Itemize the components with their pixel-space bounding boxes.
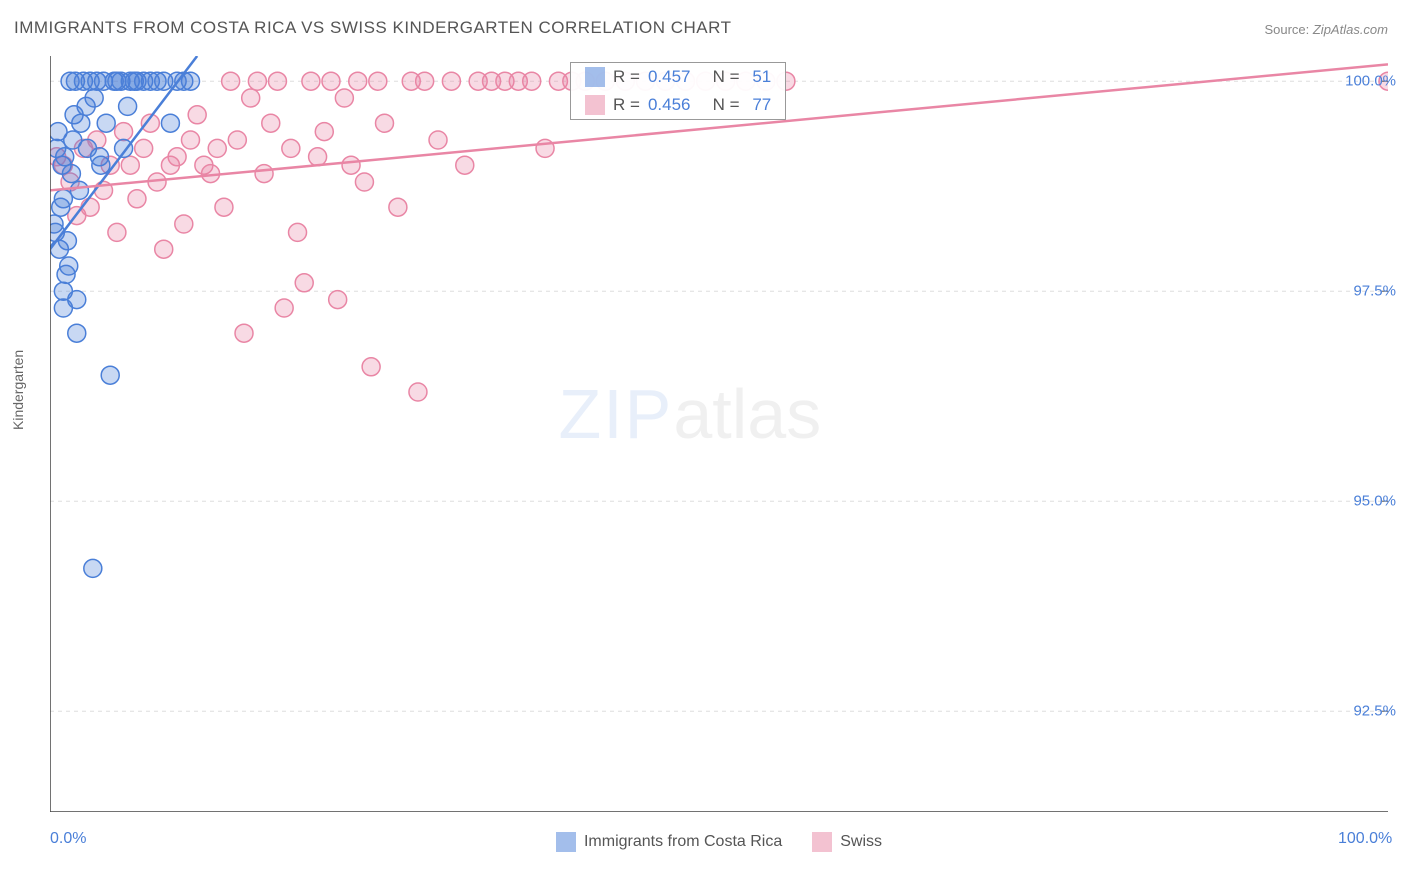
legend-item-swiss: Swiss <box>812 832 882 852</box>
y-tick-label: 92.5% <box>1353 703 1396 720</box>
chart-title: IMMIGRANTS FROM COSTA RICA VS SWISS KIND… <box>14 18 731 38</box>
x-tick-label: 0.0% <box>50 830 86 848</box>
r-label: R = <box>613 95 640 115</box>
legend-row-swiss: R = 0.456 N = 77 <box>571 91 785 119</box>
y-tick-label: 100.0% <box>1345 73 1396 90</box>
legend-row-costa_rica: R = 0.457 N = 51 <box>571 63 785 91</box>
source-prefix: Source: <box>1264 22 1312 37</box>
y-tick-label: 97.5% <box>1353 283 1396 300</box>
n-value: 51 <box>752 67 771 87</box>
n-value: 77 <box>752 95 771 115</box>
chart-container: IMMIGRANTS FROM COSTA RICA VS SWISS KIND… <box>0 0 1406 892</box>
series-legend: Immigrants from Costa Rica Swiss <box>50 832 1388 852</box>
legend-swatch <box>585 67 605 87</box>
n-label: N = <box>698 95 744 115</box>
source-name: ZipAtlas.com <box>1313 22 1388 37</box>
y-axis-label: Kindergarten <box>10 350 26 430</box>
legend-swatch <box>556 832 576 852</box>
n-label: N = <box>698 67 744 87</box>
scatter-plot <box>50 56 1388 812</box>
source-attribution: Source: ZipAtlas.com <box>1264 22 1388 37</box>
legend-label: Immigrants from Costa Rica <box>584 833 782 851</box>
legend-swatch <box>812 832 832 852</box>
y-tick-label: 95.0% <box>1353 493 1396 510</box>
correlation-legend: R = 0.457 N = 51 R = 0.456 N = 77 <box>570 62 786 120</box>
legend-swatch <box>585 95 605 115</box>
r-value: 0.457 <box>648 67 691 87</box>
legend-item-costa_rica: Immigrants from Costa Rica <box>556 832 782 852</box>
r-label: R = <box>613 67 640 87</box>
r-value: 0.456 <box>648 95 691 115</box>
x-tick-label: 100.0% <box>1338 830 1392 848</box>
legend-label: Swiss <box>840 833 882 851</box>
